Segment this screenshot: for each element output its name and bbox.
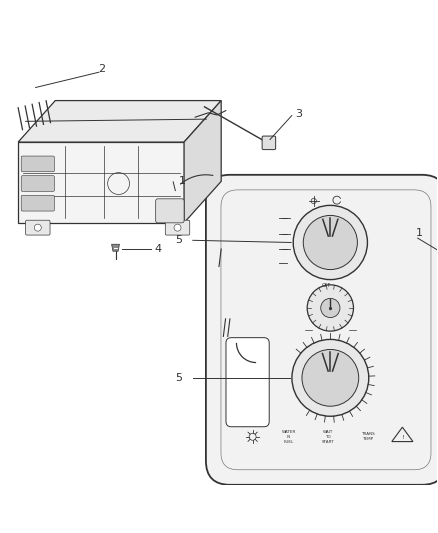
Text: !: ! [401, 435, 404, 440]
FancyBboxPatch shape [25, 220, 50, 235]
FancyBboxPatch shape [226, 338, 269, 427]
Text: 2: 2 [99, 64, 106, 74]
Text: 5: 5 [175, 373, 182, 383]
Text: TRANS
TEMP: TRANS TEMP [360, 432, 374, 441]
Text: 1: 1 [178, 176, 185, 186]
FancyBboxPatch shape [21, 195, 54, 211]
Text: 1: 1 [416, 228, 423, 238]
Polygon shape [18, 101, 221, 142]
FancyBboxPatch shape [21, 156, 54, 172]
Circle shape [303, 215, 357, 270]
Polygon shape [112, 244, 120, 251]
Circle shape [292, 340, 369, 416]
Text: 5: 5 [175, 235, 182, 245]
FancyBboxPatch shape [206, 175, 438, 485]
Circle shape [321, 298, 340, 318]
Circle shape [302, 350, 359, 406]
Text: 3: 3 [295, 109, 302, 119]
Circle shape [307, 285, 353, 331]
Circle shape [174, 224, 181, 231]
FancyBboxPatch shape [165, 220, 190, 235]
Circle shape [34, 224, 41, 231]
FancyBboxPatch shape [262, 136, 276, 150]
Polygon shape [18, 142, 184, 223]
FancyBboxPatch shape [21, 176, 54, 191]
Polygon shape [184, 101, 221, 223]
Text: WATER
IN
FUEL: WATER IN FUEL [282, 430, 296, 443]
Text: OFF: OFF [321, 283, 331, 288]
Text: 4: 4 [154, 244, 162, 254]
Text: WAIT
TO
START: WAIT TO START [322, 430, 335, 443]
FancyBboxPatch shape [155, 199, 184, 223]
Circle shape [293, 205, 367, 280]
